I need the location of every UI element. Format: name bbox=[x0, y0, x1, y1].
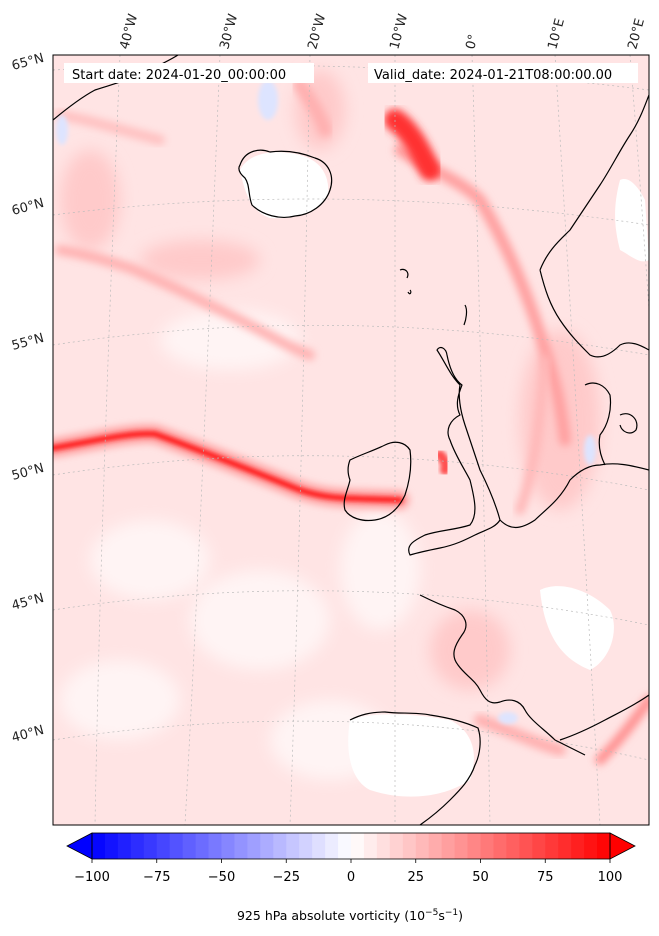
colorbar-segment bbox=[312, 833, 326, 859]
colorbar: −100 −75 −50 −25 0 25 50 75 100 925 hPa absolute… bbox=[66, 832, 636, 923]
scandinavia-land bbox=[615, 179, 649, 262]
colorbar-extend-high bbox=[609, 832, 636, 860]
lon-label-10w: 10°W bbox=[387, 12, 411, 51]
lon-label-30w: 30°W bbox=[217, 12, 241, 51]
valid-date-backdrop bbox=[368, 63, 638, 83]
lon-label-20e: 20°E bbox=[625, 17, 648, 51]
colorbar-segment bbox=[402, 833, 417, 859]
ireland-coast bbox=[343, 441, 412, 522]
colorbar-segment bbox=[273, 833, 287, 859]
lon-label-10e: 10°E bbox=[545, 17, 568, 51]
colorbar-tick-label: −50 bbox=[208, 870, 235, 885]
colorbar-segment bbox=[92, 833, 106, 859]
low-countries-coast bbox=[499, 463, 649, 529]
lat-label-50n: 50°N bbox=[10, 461, 46, 484]
colorbar-segment bbox=[389, 833, 404, 859]
lat-label-55n: 55°N bbox=[10, 331, 46, 354]
france-coast bbox=[419, 594, 586, 756]
colorbar-tick-label: −75 bbox=[143, 870, 170, 885]
colorbar-segment bbox=[234, 833, 248, 859]
lon-label-0: 0° bbox=[463, 33, 481, 51]
denmark-coast bbox=[584, 382, 638, 466]
iceland-coast bbox=[238, 149, 333, 218]
norway-coast bbox=[539, 94, 649, 358]
lon-label-20w: 20°W bbox=[305, 12, 329, 51]
colorbar-segment bbox=[428, 833, 443, 859]
colorbar-segment bbox=[363, 833, 378, 859]
lat-label-65n: 65°N bbox=[10, 51, 46, 74]
colorbar-segment bbox=[545, 833, 559, 859]
colorbar-segment bbox=[169, 833, 184, 859]
colorbar-segments bbox=[66, 832, 636, 860]
great-britain-coast bbox=[408, 346, 501, 556]
land-low-vorticity bbox=[240, 152, 649, 797]
colorbar-extend-low bbox=[66, 832, 93, 860]
colorbar-segment bbox=[480, 833, 495, 859]
iberia-land bbox=[348, 714, 474, 797]
colorbar-segment bbox=[195, 833, 210, 859]
colorbar-segment bbox=[415, 833, 430, 859]
faroe-islands-coast bbox=[399, 268, 468, 326]
colorbar-title: 925 hPa absolute vorticity (10−5s−1) bbox=[237, 908, 463, 923]
colorbar-tick-label: 0 bbox=[347, 870, 355, 885]
colorbar-segment bbox=[143, 833, 158, 859]
start-date-label: Start date: 2024-01-20_00:00:00 bbox=[72, 68, 286, 83]
colorbar-segment bbox=[221, 833, 236, 859]
colorbar-tick-label: −25 bbox=[273, 870, 300, 885]
iceland-land bbox=[240, 152, 329, 219]
colorbar-segment bbox=[247, 833, 261, 859]
start-date-backdrop bbox=[64, 63, 314, 83]
colorbar-tick-label: 100 bbox=[598, 870, 623, 885]
colorbar-segment bbox=[260, 833, 274, 859]
low-vorticity-patches bbox=[60, 310, 420, 780]
graticule bbox=[53, 55, 649, 825]
colorbar-segment bbox=[519, 833, 533, 859]
longitude-labels: 40°W 30°W 20°W 10°W 0° 10°E 20°E bbox=[117, 12, 648, 51]
lat-label-60n: 60°N bbox=[10, 196, 46, 219]
map-frame bbox=[52, 54, 650, 826]
colorbar-tick-label: 25 bbox=[407, 870, 424, 885]
colorbar-segment bbox=[454, 833, 469, 859]
colorbar-segment bbox=[351, 833, 365, 859]
colorbar-segment bbox=[597, 833, 611, 859]
colorbar-segment bbox=[584, 833, 598, 859]
lon-label-40w: 40°W bbox=[117, 12, 141, 51]
valid-date-label: Valid_date: 2024-01-21T08:00:00.00 bbox=[374, 68, 612, 83]
vorticity-bands bbox=[53, 78, 649, 765]
colorbar-segment bbox=[325, 833, 339, 859]
colorbar-segment bbox=[467, 833, 482, 859]
colorbar-segment bbox=[532, 833, 546, 859]
colorbar-segment bbox=[493, 833, 507, 859]
colorbar-segment bbox=[299, 833, 313, 859]
lat-label-40n: 40°N bbox=[10, 723, 46, 746]
central-europe-land bbox=[540, 586, 614, 670]
colorbar-segment bbox=[376, 833, 391, 859]
colorbar-segment bbox=[571, 833, 585, 859]
colorbar-tick-label: −100 bbox=[74, 870, 110, 885]
coastlines bbox=[53, 55, 649, 825]
map-panel bbox=[53, 55, 649, 825]
colorbar-segment bbox=[182, 833, 197, 859]
colorbar-tick-label: 75 bbox=[537, 870, 554, 885]
latitude-labels: 65°N 60°N 55°N 50°N 45°N 40°N bbox=[10, 51, 46, 746]
colorbar-segment bbox=[338, 833, 352, 859]
colorbar-segment bbox=[286, 833, 300, 859]
colorbar-tick-label: 50 bbox=[472, 870, 489, 885]
colorbar-ticks: −100 −75 −50 −25 0 25 50 75 100 bbox=[74, 859, 622, 885]
lat-label-45n: 45°N bbox=[10, 591, 46, 614]
colorbar-segment bbox=[117, 833, 132, 859]
colorbar-segment bbox=[558, 833, 572, 859]
colorbar-segment bbox=[130, 833, 145, 859]
iberia-coast bbox=[349, 711, 481, 825]
negative-vorticity-streaks bbox=[56, 80, 596, 724]
colorbar-segment bbox=[441, 833, 456, 859]
mediterranean-coast bbox=[559, 694, 649, 741]
colorbar-segment bbox=[208, 833, 223, 859]
colorbar-segment bbox=[156, 833, 171, 859]
colorbar-segment bbox=[506, 833, 520, 859]
colorbar-segment bbox=[104, 833, 119, 859]
